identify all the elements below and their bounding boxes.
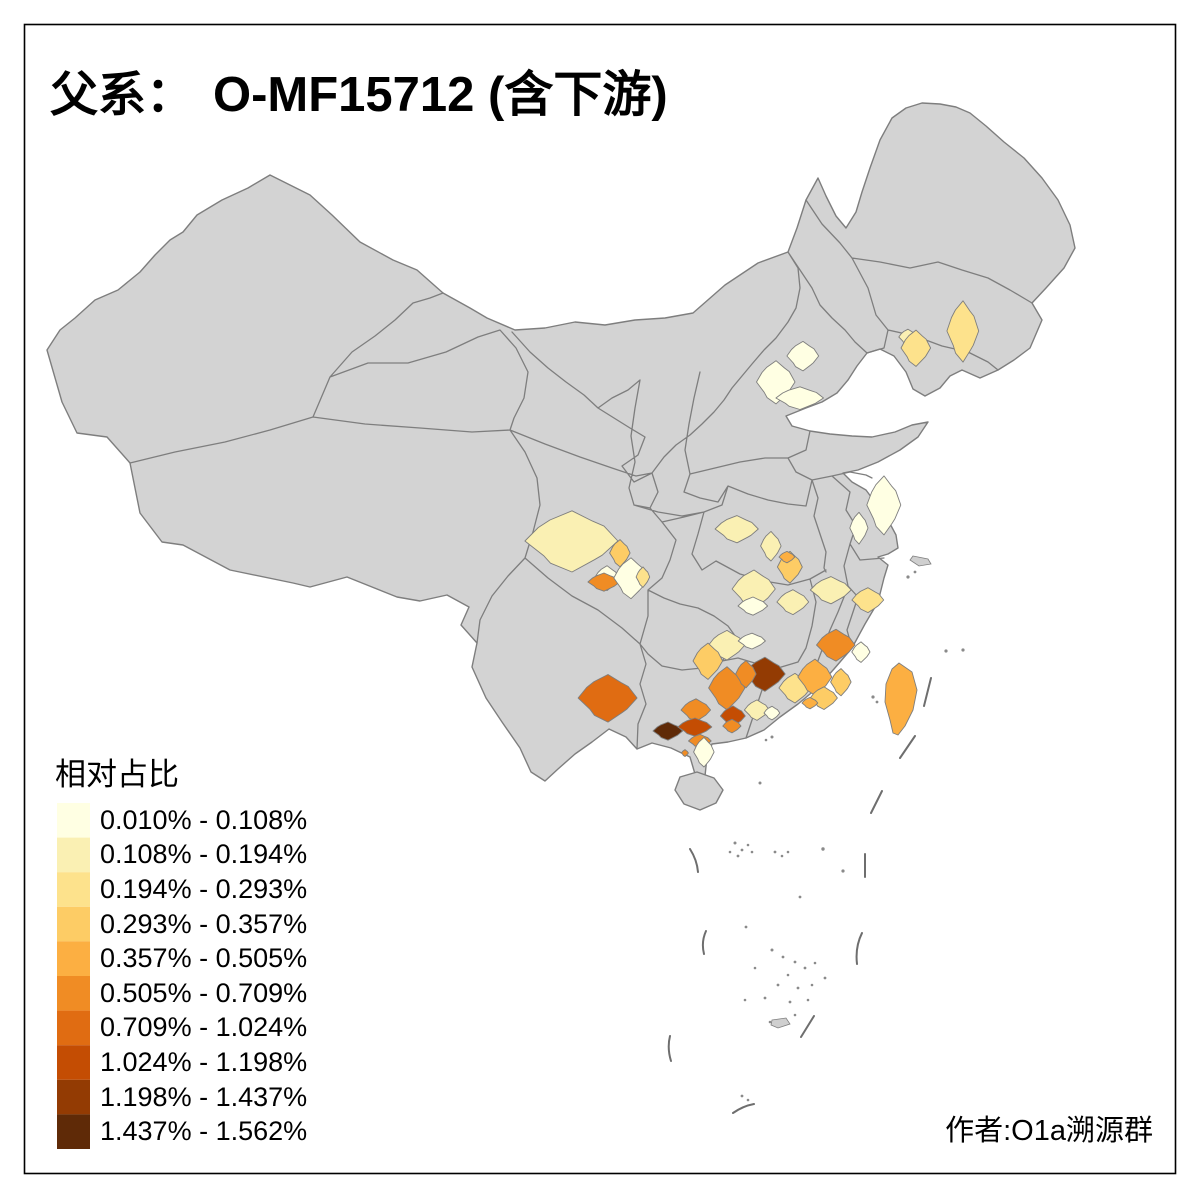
prefecture-patch <box>776 589 810 616</box>
legend-swatches <box>57 803 90 1149</box>
prefecture-patch <box>737 596 769 616</box>
hainan-island <box>674 771 724 811</box>
prefecture-patch <box>692 642 724 680</box>
legend-swatch <box>57 837 90 873</box>
prefecture-patch <box>722 718 742 734</box>
page-title: 父系： O-MF15712 (含下游) <box>50 68 668 122</box>
legend-swatch <box>57 1114 90 1149</box>
legend-swatch <box>57 1079 90 1115</box>
legend-label: 0.709% - 1.024% <box>100 1012 307 1042</box>
prefecture-patch <box>743 699 770 721</box>
prefecture-patch <box>849 511 869 545</box>
prefecture-patch <box>652 721 684 741</box>
prefecture-patch <box>775 386 824 410</box>
prefecture-patch <box>719 705 746 727</box>
legend-label: 0.505% - 0.709% <box>100 978 307 1008</box>
prefecture-patch <box>866 475 902 536</box>
legend-labels: 0.010% - 0.108% 0.108% - 0.194% 0.194% -… <box>100 805 307 1146</box>
prefecture-patch <box>851 641 871 663</box>
south-china-sea-islets <box>728 570 965 1102</box>
chongming-island <box>909 555 932 567</box>
prefecture-patch <box>708 666 746 711</box>
prefecture-patch <box>778 550 796 564</box>
prefecture-patch <box>760 530 782 562</box>
prefecture-patch <box>635 566 651 588</box>
figure-frame <box>23 23 1177 1175</box>
legend-swatch <box>57 872 90 907</box>
prefecture-patch <box>577 674 638 723</box>
prefecture-patch <box>735 660 757 689</box>
legend-label: 0.293% - 0.357% <box>100 909 307 939</box>
taiwan-island <box>884 662 918 736</box>
prefecture-patch <box>737 632 766 650</box>
legend-label: 0.010% - 0.108% <box>100 805 307 835</box>
prefecture-patch <box>816 628 856 662</box>
legend-title: 相对占比 <box>55 757 179 792</box>
prefecture-patches <box>524 300 980 768</box>
prefecture-patch <box>809 576 852 605</box>
prefecture-patch <box>946 300 980 363</box>
legend-label: 0.194% - 0.293% <box>100 874 307 904</box>
prefecture-patch <box>900 329 932 367</box>
legend-swatch <box>57 906 90 942</box>
prefecture-patch <box>763 705 781 721</box>
legend-swatch <box>57 976 90 1011</box>
legend-label: 1.437% - 1.562% <box>100 1116 307 1146</box>
prefecture-patch <box>851 587 885 614</box>
prefecture-patch <box>613 557 649 600</box>
prefecture-patch <box>801 696 819 710</box>
province-borders <box>129 199 1033 750</box>
legend-label: 1.024% - 1.198% <box>100 1047 307 1077</box>
attribution-text: 作者:O1a溯源群 <box>945 1114 1153 1147</box>
prefecture-patch <box>693 736 715 768</box>
prefecture-patch <box>681 749 689 757</box>
prefecture-patch <box>830 668 852 697</box>
prefecture-patch <box>609 539 631 568</box>
china-mainland <box>46 102 1076 782</box>
legend-label: 1.198% - 1.437% <box>100 1082 307 1112</box>
prefecture-patch <box>524 510 619 573</box>
legend-swatch <box>57 1010 90 1046</box>
prefecture-patch <box>587 572 621 592</box>
nine-dash-line <box>667 677 932 1114</box>
prefecture-patch <box>714 515 759 544</box>
legend-swatch <box>57 803 90 838</box>
legend-label: 0.108% - 0.194% <box>100 839 307 869</box>
legend: 相对占比 0.010% - 0.108% 0.108% - 0.194% 0.1… <box>55 757 307 1149</box>
legend-swatch <box>57 941 90 976</box>
prefecture-patch <box>786 340 820 372</box>
prefecture-patch <box>680 698 712 722</box>
title-main: O-MF15712 (含下游) <box>213 68 668 122</box>
legend-swatch <box>57 1045 90 1080</box>
prefecture-patch <box>731 569 776 609</box>
legend-label: 0.357% - 0.505% <box>100 943 307 973</box>
prefecture-patch <box>677 717 713 737</box>
title-prefix: 父系： <box>50 69 194 122</box>
